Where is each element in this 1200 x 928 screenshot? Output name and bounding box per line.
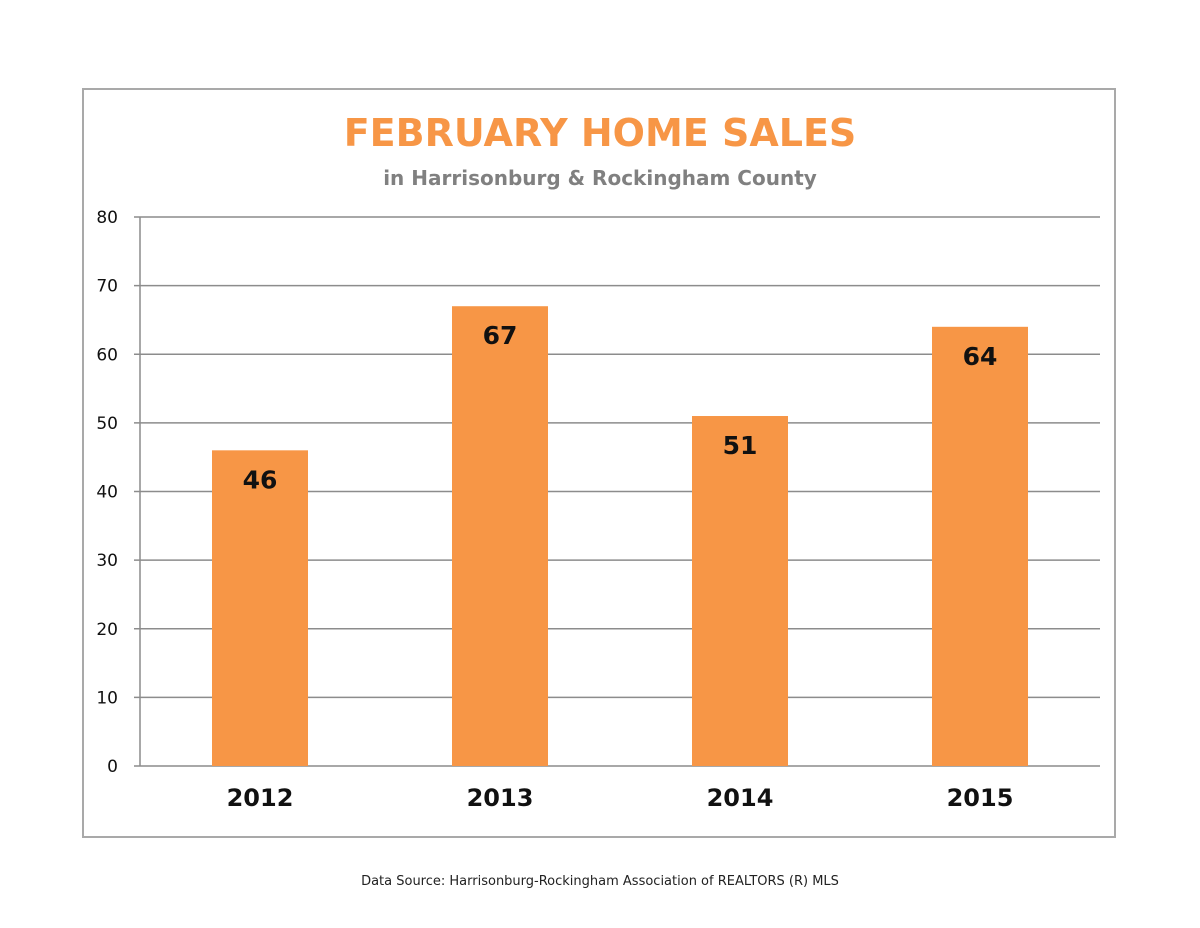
y-tick-label: 10 bbox=[96, 688, 118, 708]
y-tick-label: 40 bbox=[96, 483, 118, 503]
bar-2012 bbox=[212, 450, 308, 766]
x-tick-label-2012: 2012 bbox=[227, 784, 294, 812]
y-tick-label: 50 bbox=[96, 414, 118, 434]
y-tick-label: 70 bbox=[96, 277, 118, 297]
data-label-2015: 64 bbox=[963, 342, 998, 371]
y-tick-label: 30 bbox=[96, 551, 118, 571]
y-tick-label: 80 bbox=[96, 208, 118, 228]
data-label-2013: 67 bbox=[483, 321, 518, 350]
bars bbox=[212, 306, 1028, 766]
labels: 46 2012 67 2013 51 2014 64 2015 bbox=[227, 321, 1014, 812]
x-tick-label-2014: 2014 bbox=[707, 784, 774, 812]
data-label-2012: 46 bbox=[243, 465, 278, 494]
chart-subtitle: in Harrisonburg & Rockingham County bbox=[383, 166, 817, 190]
x-tick-label-2015: 2015 bbox=[947, 784, 1014, 812]
bar-2014 bbox=[692, 416, 788, 766]
y-tick-label: 20 bbox=[96, 620, 118, 640]
data-source-note: Data Source: Harrisonburg-Rockingham Ass… bbox=[361, 874, 839, 889]
bar-2015 bbox=[932, 326, 1028, 766]
y-tick-label: 0 bbox=[107, 757, 118, 777]
data-label-2014: 51 bbox=[723, 431, 758, 460]
y-tick-label: 60 bbox=[96, 345, 118, 365]
x-tick-label-2013: 2013 bbox=[467, 784, 534, 812]
chart-title: FEBRUARY HOME SALES bbox=[344, 111, 857, 155]
y-axis: 0 10 20 30 40 50 60 70 80 bbox=[96, 208, 141, 777]
bar-2013 bbox=[452, 306, 548, 766]
